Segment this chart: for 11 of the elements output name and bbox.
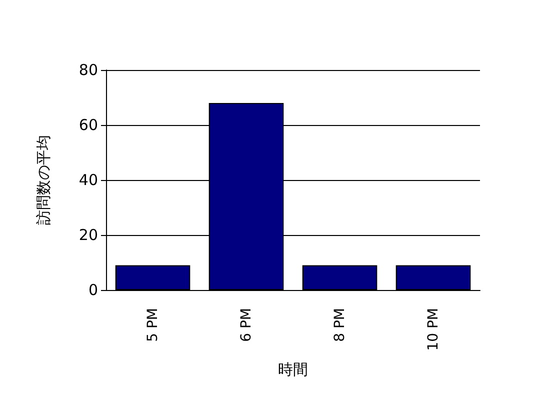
y-axis-title: 訪問数の平均 bbox=[34, 135, 52, 225]
y-tick-label: 40 bbox=[78, 171, 98, 189]
x-tick-label: 5 PM bbox=[144, 308, 161, 342]
y-tick-label: 60 bbox=[78, 116, 98, 134]
x-tick-label: 10 PM bbox=[425, 308, 442, 351]
y-tick-label: 80 bbox=[78, 61, 98, 79]
x-tick-label: 8 PM bbox=[332, 308, 348, 342]
x-tick-label: 6 PM bbox=[238, 308, 254, 342]
x-axis-title: 時間 bbox=[278, 360, 308, 378]
y-tick-label: 0 bbox=[88, 281, 98, 299]
y-tick-label: 20 bbox=[78, 226, 98, 244]
